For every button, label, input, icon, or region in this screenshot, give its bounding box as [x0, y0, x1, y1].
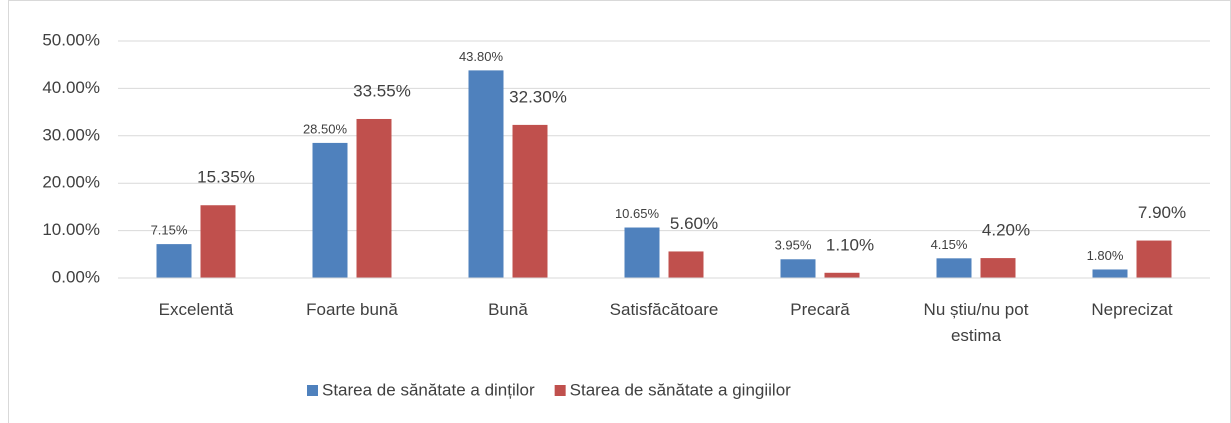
- x-tick-label: Bună: [488, 300, 528, 319]
- bar: [780, 259, 816, 278]
- y-tick-label: 50.00%: [42, 30, 100, 49]
- legend-swatch: [554, 385, 566, 396]
- bar: [156, 244, 192, 278]
- value-label: 1.80%: [1087, 248, 1124, 263]
- value-label: 32.30%: [509, 87, 567, 106]
- y-tick-label: 40.00%: [42, 78, 100, 97]
- y-tick-label: 0.00%: [52, 267, 100, 286]
- x-tick-label: Neprecizat: [1091, 300, 1173, 319]
- y-tick-label: 30.00%: [42, 125, 100, 144]
- value-label: 7.15%: [151, 223, 188, 238]
- bar: [624, 227, 660, 278]
- bar: [1136, 240, 1172, 278]
- value-label: 7.90%: [1138, 203, 1186, 222]
- bar: [668, 251, 704, 278]
- value-label: 15.35%: [197, 168, 255, 187]
- y-tick-label: 20.00%: [42, 173, 100, 192]
- legend-label: Starea de sănătate a dinților: [322, 380, 535, 399]
- value-label: 3.95%: [775, 238, 812, 253]
- value-label: 4.15%: [931, 237, 968, 252]
- bar: [824, 272, 860, 278]
- bar: [356, 118, 392, 279]
- bar: [936, 258, 972, 278]
- bar: [1092, 269, 1128, 278]
- value-label: 28.50%: [303, 121, 348, 136]
- bar: [468, 70, 504, 278]
- value-label: 4.20%: [982, 221, 1030, 240]
- value-label: 10.65%: [615, 206, 660, 221]
- value-label: 33.55%: [353, 81, 411, 100]
- value-label: 5.60%: [670, 214, 718, 233]
- y-tick-label: 10.00%: [42, 220, 100, 239]
- x-tick-label: Foarte bună: [306, 300, 398, 319]
- bar: [512, 124, 548, 278]
- bar: [980, 258, 1016, 278]
- bar: [200, 205, 236, 278]
- x-tick-label: Satisfăcătoare: [609, 300, 719, 319]
- value-label: 1.10%: [826, 235, 874, 254]
- legend-label: Starea de sănătate a gingiilor: [570, 380, 791, 399]
- value-label: 43.80%: [459, 49, 504, 64]
- x-tick-label: Precară: [790, 300, 850, 319]
- x-tick-label: Excelentă: [158, 300, 234, 319]
- bar: [312, 142, 348, 278]
- x-tick-label: Nu știu/nu pot estima: [923, 300, 1029, 345]
- legend-swatch: [307, 385, 318, 396]
